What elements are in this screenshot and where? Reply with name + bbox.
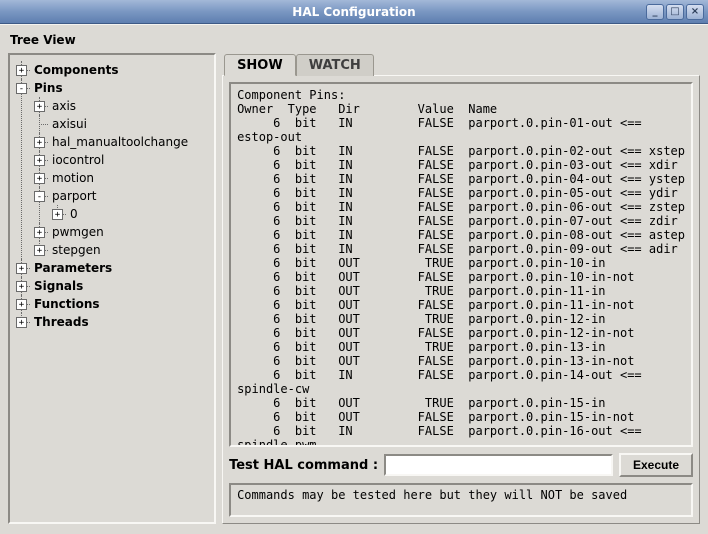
tree-expander-icon[interactable]: + — [34, 137, 45, 148]
tree-expander-icon[interactable]: + — [34, 155, 45, 166]
tree-node[interactable]: iocontrol — [50, 153, 104, 167]
tree-node[interactable]: pwmgen — [50, 225, 104, 239]
tab-watch[interactable]: WATCH — [296, 54, 374, 76]
tree-expander-icon[interactable]: + — [34, 227, 45, 238]
tab-page-show: Component Pins: Owner Type Dir Value Nam… — [222, 75, 700, 524]
client-area: Tree View +Components-Pins+axisaxisui+ha… — [0, 24, 708, 534]
tree-expander-icon[interactable]: + — [16, 299, 27, 310]
command-row: Test HAL command : Execute — [229, 453, 693, 477]
tree-panel: +Components-Pins+axisaxisui+hal_manualto… — [8, 53, 216, 524]
tree-node[interactable]: parport — [50, 189, 97, 203]
tab-show[interactable]: SHOW — [224, 54, 296, 76]
tree-expander-icon[interactable]: + — [34, 245, 45, 256]
hint-box: Commands may be tested here but they wil… — [229, 483, 693, 517]
tree-node[interactable]: 0 — [68, 207, 78, 221]
minimize-button[interactable]: _ — [646, 4, 664, 20]
panels: +Components-Pins+axisaxisui+hal_manualto… — [8, 53, 700, 524]
window-title: HAL Configuration — [0, 5, 708, 19]
tree-node[interactable]: Parameters — [32, 261, 112, 275]
pins-listing: Component Pins: Owner Type Dir Value Nam… — [229, 82, 693, 447]
tree-node[interactable]: hal_manualtoolchange — [50, 135, 188, 149]
tree-node[interactable]: motion — [50, 171, 94, 185]
tree-expander-icon[interactable]: + — [34, 173, 45, 184]
tree-expander-icon[interactable]: + — [52, 209, 63, 220]
tree-node[interactable]: Signals — [32, 279, 83, 293]
tree-expander-icon[interactable]: + — [16, 263, 27, 274]
tabs: SHOW WATCH — [224, 53, 700, 75]
execute-button[interactable]: Execute — [619, 453, 693, 477]
tree-expander-icon[interactable]: - — [34, 191, 45, 202]
maximize-button[interactable]: □ — [666, 4, 684, 20]
tree-node[interactable]: axisui — [50, 117, 87, 131]
tree-node[interactable]: axis — [50, 99, 76, 113]
tree-expander-icon[interactable]: + — [16, 281, 27, 292]
tree-node[interactable]: stepgen — [50, 243, 101, 257]
tree-expander-icon[interactable]: + — [34, 101, 45, 112]
tree-node[interactable]: Components — [32, 63, 119, 77]
tree-expander-icon[interactable]: - — [16, 83, 27, 94]
tree-node[interactable]: Pins — [32, 81, 63, 95]
tree-expander-icon[interactable]: + — [16, 65, 27, 76]
command-input[interactable] — [384, 454, 613, 476]
tree-node[interactable]: Threads — [32, 315, 89, 329]
titlebar: HAL Configuration _ □ × — [0, 0, 708, 24]
tree[interactable]: +Components-Pins+axisaxisui+hal_manualto… — [14, 61, 210, 331]
close-button[interactable]: × — [686, 4, 704, 20]
tree-expander-icon[interactable]: + — [16, 317, 27, 328]
treeview-label: Tree View — [8, 31, 700, 53]
tree-node[interactable]: Functions — [32, 297, 100, 311]
window-buttons: _ □ × — [646, 4, 704, 20]
command-label: Test HAL command : — [229, 458, 378, 473]
right-panel: SHOW WATCH Component Pins: Owner Type Di… — [222, 53, 700, 524]
